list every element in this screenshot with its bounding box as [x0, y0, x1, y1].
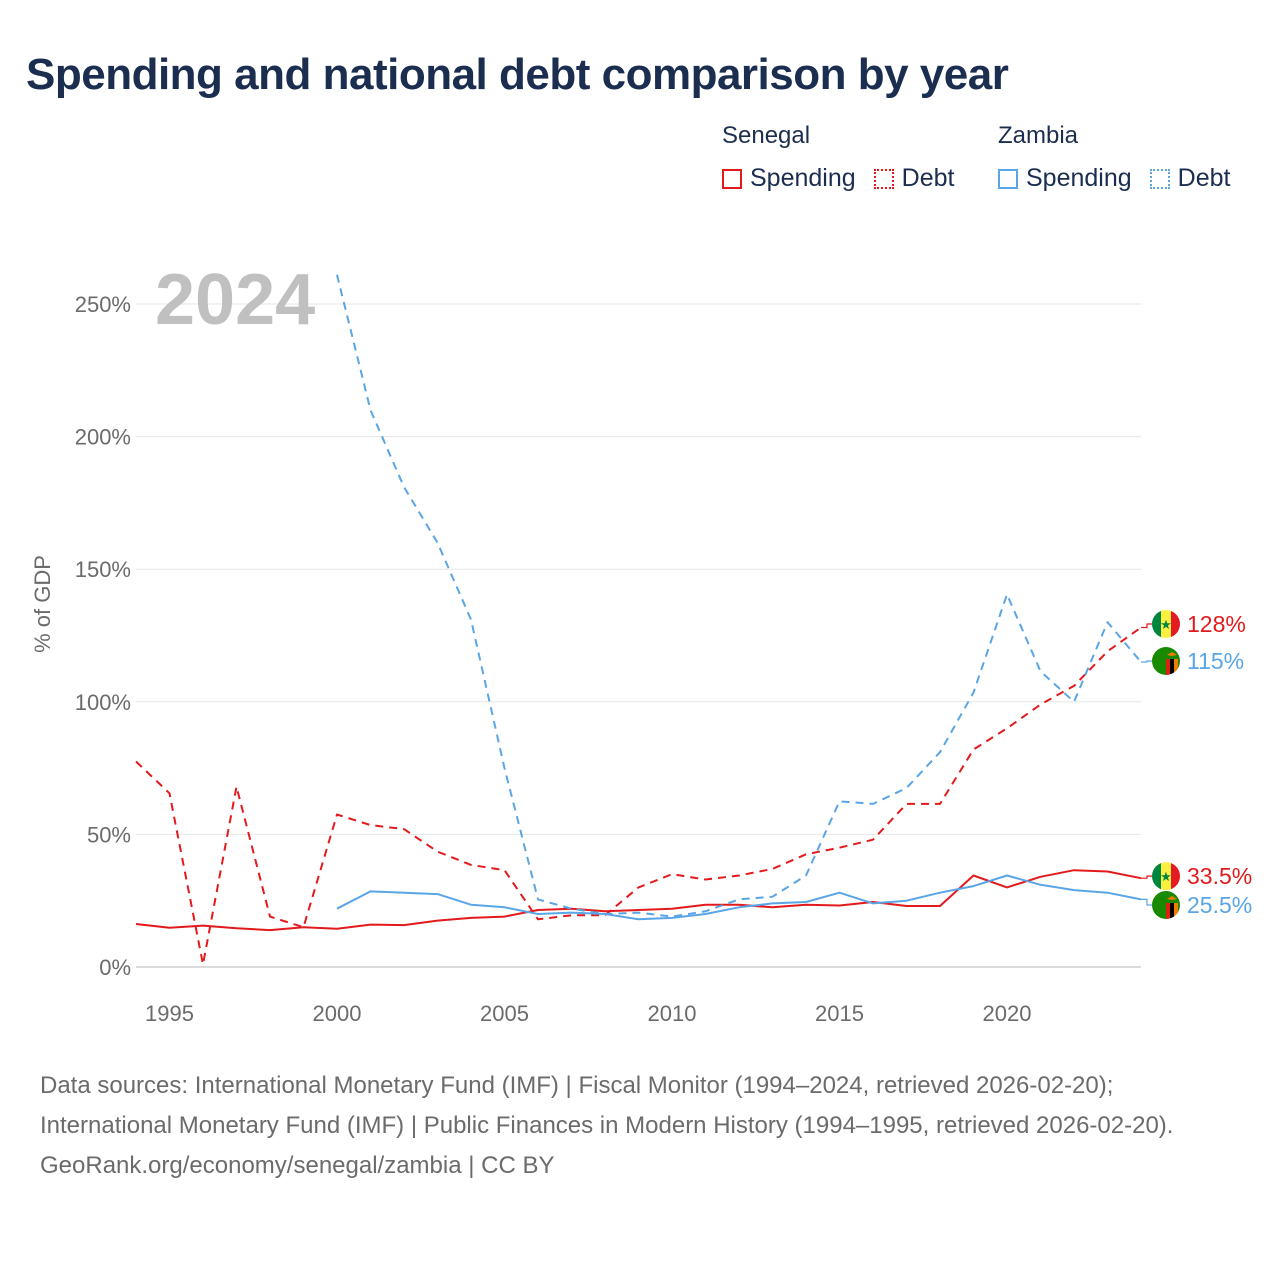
- legend-group-senegal: Senegal Spending Debt: [722, 122, 954, 193]
- y-tick-label: 200%: [75, 425, 131, 450]
- legend-item-senegal-debt[interactable]: Debt: [873, 164, 955, 193]
- legend-swatch-solid: [998, 168, 1018, 189]
- line-chart: 0% 50% 100% 150% 200% 250% 1995 2000 2005 2010 201…: [30, 260, 1252, 1026]
- end-connector: [1141, 623, 1152, 629]
- legend-label: Debt: [1177, 164, 1231, 192]
- legend-item-senegal-spending[interactable]: Spending: [722, 164, 856, 193]
- y-tick-label: 150%: [75, 557, 131, 582]
- series-line-senegal-spending: [135, 869, 1142, 932]
- end-value-label: 115%: [1187, 648, 1244, 674]
- y-tick-label: 0%: [99, 955, 131, 980]
- end-connector: [1141, 660, 1152, 663]
- y-tick-label: 50%: [87, 822, 131, 847]
- legend-label: Debt: [901, 164, 955, 192]
- end-connector: [1141, 898, 1152, 906]
- svg-text:★: ★: [1160, 617, 1172, 632]
- y-axis-label: % of GDP: [30, 555, 55, 653]
- series-line-zambia-spending: [336, 874, 1142, 921]
- legend-item-zambia-debt[interactable]: Debt: [1149, 164, 1231, 193]
- x-tick-label: 1995: [145, 1001, 194, 1026]
- credit-link[interactable]: GeoRank.org/economy/senegal/zambia | CC …: [40, 1152, 555, 1179]
- series-line-zambia-debt: [336, 274, 1142, 918]
- legend-swatch-dotted: [873, 168, 894, 189]
- y-tick-label: 250%: [75, 292, 131, 317]
- legend-group-title: Zambia: [998, 122, 1079, 149]
- legend-label: Spending: [750, 164, 856, 192]
- end-connector: [1141, 875, 1152, 879]
- legend-label: Spending: [1026, 164, 1132, 192]
- legend-swatch-solid: [722, 168, 742, 189]
- legend-swatch-dotted: [1149, 168, 1170, 189]
- x-tick-label: 2000: [313, 1001, 362, 1026]
- chart-title: Spending and national debt comparison by…: [26, 50, 1009, 99]
- end-value-label: 33.5%: [1187, 863, 1252, 889]
- x-tick-label: 2020: [983, 1001, 1032, 1026]
- zambia-flag-icon: [1152, 891, 1180, 919]
- end-value-label: 25.5%: [1187, 892, 1252, 918]
- legend-item-zambia-spending[interactable]: Spending: [998, 164, 1132, 193]
- end-value-label: 128%: [1187, 611, 1246, 637]
- legend-group-zambia: Zambia Spending Debt: [998, 122, 1230, 193]
- zambia-flag-icon: [1152, 647, 1180, 675]
- legend-group-title: Senegal: [722, 122, 811, 149]
- x-tick-label: 2005: [480, 1001, 529, 1026]
- x-tick-label: 2010: [648, 1001, 697, 1026]
- series-line-senegal-debt: [135, 626, 1142, 966]
- x-tick-label: 2015: [815, 1001, 864, 1026]
- senegal-flag-icon: ★: [1152, 862, 1180, 891]
- y-tick-label: 100%: [75, 690, 131, 715]
- svg-text:★: ★: [1160, 869, 1172, 884]
- senegal-flag-icon: ★: [1152, 610, 1180, 638]
- year-label: 2024: [155, 260, 315, 340]
- data-sources: Data sources: International Monetary Fun…: [40, 1072, 1174, 1139]
- footer: Data sources: International Monetary Fun…: [40, 1066, 1240, 1186]
